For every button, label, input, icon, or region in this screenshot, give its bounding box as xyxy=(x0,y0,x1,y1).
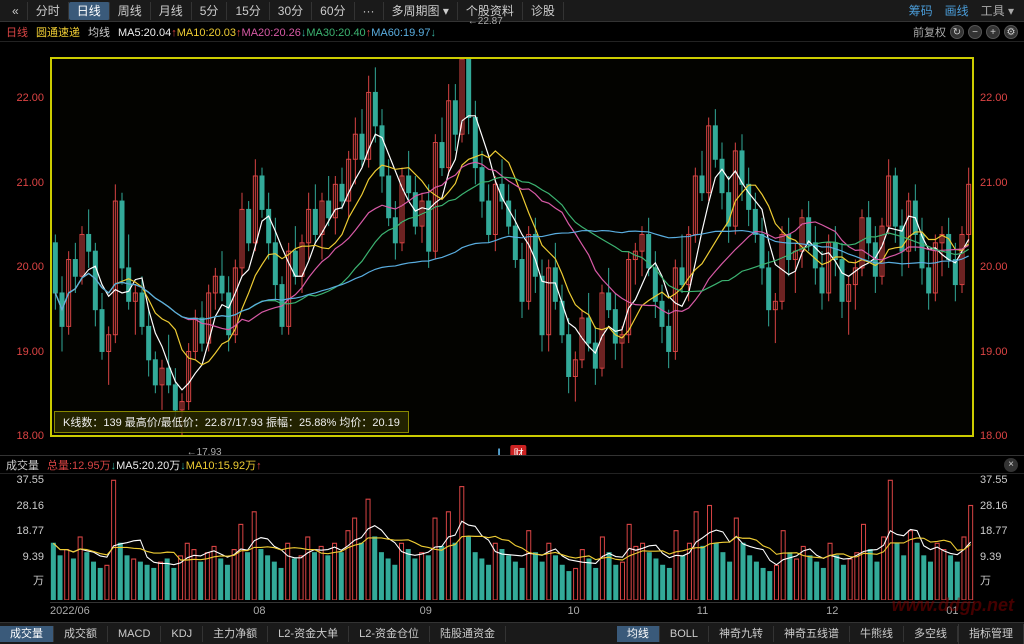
indicator-tab-6[interactable]: L2-资金仓位 xyxy=(349,626,430,642)
x-tick: 12 xyxy=(826,605,838,617)
period-tab-0[interactable]: 分时 xyxy=(28,2,69,20)
indicator-tab-3[interactable]: KDJ xyxy=(161,626,203,642)
period-tab-7[interactable]: 60分 xyxy=(312,2,354,20)
overlay-tab-0[interactable]: 均线 xyxy=(617,626,660,642)
overlay-tab-1[interactable]: BOLL xyxy=(660,626,709,642)
overlay-tab-4[interactable]: 牛熊线 xyxy=(850,626,904,642)
restore-toolbar: 前复权 ↻ − + ⚙ xyxy=(913,24,1018,40)
close-volume-icon[interactable]: × xyxy=(1004,458,1018,472)
indicator-tabs-bar: 成交量成交额MACDKDJ主力净额L2-资金大单L2-资金仓位陆股通资金 均线B… xyxy=(0,622,1024,644)
volume-panel: 成交量 总量:12.95万↓MA5:20.20万↓MA10:15.92万↑ 9.… xyxy=(0,455,1024,600)
period-tab-6[interactable]: 30分 xyxy=(270,2,312,20)
overlay-tab-5[interactable]: 多空线 xyxy=(904,626,958,642)
x-tick: 08 xyxy=(253,605,265,617)
period-tab-8[interactable]: ··· xyxy=(355,2,384,20)
back-icon[interactable]: « xyxy=(4,2,28,20)
zoom-out-icon[interactable]: − xyxy=(968,25,982,39)
y-axis-right: 18.0019.0020.0021.0022.00 xyxy=(976,57,1024,437)
ma-value-0: MA5:20.04↑ xyxy=(118,27,177,39)
indicator-tab-0[interactable]: 成交量 xyxy=(0,626,54,642)
settings-icon[interactable]: ⚙ xyxy=(1004,25,1018,39)
period-tab-3[interactable]: 月线 xyxy=(151,2,192,20)
overlay-tab-3[interactable]: 神奇五线谱 xyxy=(774,626,850,642)
chart-info-box: K线数：139 最高价/最低价：22.87/17.93 振幅：25.88% 均价… xyxy=(54,411,409,433)
period-tab-4[interactable]: 5分 xyxy=(192,2,228,20)
ma-value-1: MA10:20.03↑ xyxy=(177,27,242,39)
top-toolbar: « 分时日线周线月线5分15分30分60分···多周期图 ▾个股资料诊股 筹码画… xyxy=(0,0,1024,22)
x-tick: 09 xyxy=(420,605,432,617)
overlay-tab-2[interactable]: 神奇九转 xyxy=(709,626,774,642)
period-tab-1[interactable]: 日线 xyxy=(69,2,110,20)
ma-info-bar: 日线 圆通速递 均线 MA5:20.04↑MA10:20.03↑MA20:20.… xyxy=(0,22,1024,42)
x-axis: 2022/06080910111201 xyxy=(50,602,974,618)
volume-header: 成交量 总量:12.95万↓MA5:20.20万↓MA10:15.92万↑ xyxy=(0,456,1024,474)
indicator-tab-2[interactable]: MACD xyxy=(108,626,161,642)
volume-plot-area[interactable] xyxy=(50,474,974,600)
high-price-annotation: ←22.87 xyxy=(468,16,503,27)
ma-title: 均线 xyxy=(88,24,110,40)
refresh-icon[interactable]: ↻ xyxy=(950,25,964,39)
volume-y-axis-left: 9.3918.7728.1637.55万 xyxy=(0,474,48,600)
ma-value-2: MA20:20.26↓ xyxy=(242,27,307,39)
period-tab-11[interactable]: 诊股 xyxy=(523,2,564,20)
toolbar-link-0[interactable]: 筹码 xyxy=(903,4,939,18)
period-tab-2[interactable]: 周线 xyxy=(110,2,151,20)
x-tick: 10 xyxy=(567,605,579,617)
indicator-tab-7[interactable]: 陆股通资金 xyxy=(430,626,506,642)
volume-y-axis-right: 9.3918.7728.1637.55万 xyxy=(976,474,1024,600)
tool-menu[interactable]: 工具 ▾ xyxy=(975,2,1020,19)
ma-value-3: MA30:20.40↑ xyxy=(306,27,371,39)
period-tab-9[interactable]: 多周期图 ▾ xyxy=(384,2,458,20)
volume-ma-0: 总量:12.95万↓ xyxy=(47,460,116,472)
chart-period-label: 日线 xyxy=(6,24,28,40)
stock-name: 圆通速递 xyxy=(36,24,80,40)
y-axis-left: 18.0019.0020.0021.0022.00 xyxy=(0,57,48,437)
x-tick: 2022/06 xyxy=(50,605,90,617)
volume-title: 成交量 xyxy=(6,457,39,473)
ma-value-4: MA60:19.97↓ xyxy=(371,27,436,39)
toolbar-link-1[interactable]: 画线 xyxy=(939,4,975,18)
volume-ma-1: MA5:20.20万↓ xyxy=(116,460,186,472)
restore-label[interactable]: 前复权 xyxy=(913,24,946,40)
indicator-tab-5[interactable]: L2-资金大单 xyxy=(268,626,349,642)
indicator-tab-1[interactable]: 成交额 xyxy=(54,626,108,642)
chart-plot-area[interactable]: K线数：139 最高价/最低价：22.87/17.93 振幅：25.88% 均价… xyxy=(50,57,974,437)
main-chart-panel: 18.0019.0020.0021.0022.00 18.0019.0020.0… xyxy=(0,42,1024,452)
watermark: www.ddgp.net xyxy=(892,595,1014,616)
volume-ma-2: MA10:15.92万↑ xyxy=(186,460,262,472)
zoom-in-icon[interactable]: + xyxy=(986,25,1000,39)
period-tab-5[interactable]: 15分 xyxy=(227,2,269,20)
indicator-tab-4[interactable]: 主力净额 xyxy=(203,626,268,642)
x-tick: 11 xyxy=(697,605,708,617)
indicator-manage-button[interactable]: 指标管理 xyxy=(958,624,1024,644)
